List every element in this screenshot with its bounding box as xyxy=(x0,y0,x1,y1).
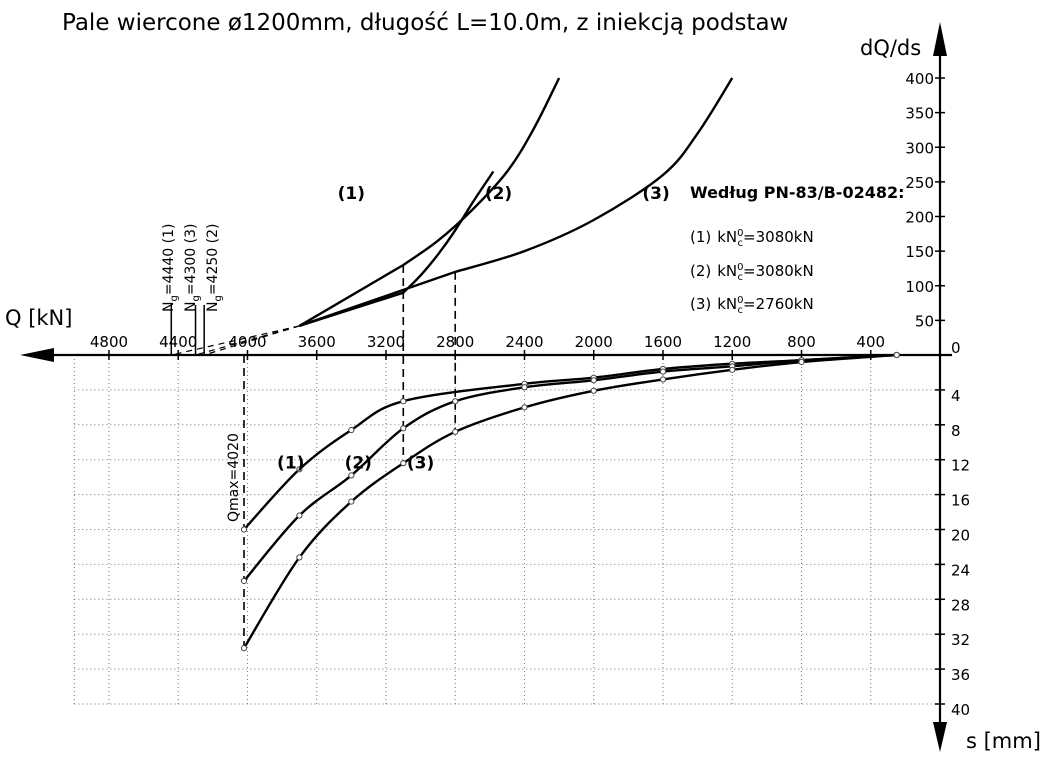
y-top-tick-label: 400 xyxy=(905,70,934,88)
x-tick-label: 1600 xyxy=(644,333,682,351)
x-axis-label: Q [kN] xyxy=(5,306,72,330)
settlement-point xyxy=(590,377,597,384)
standard-item-2: (2) kN0 c=3080kN xyxy=(690,262,814,283)
y-axis-up-arrow-icon xyxy=(933,22,947,56)
y-bottom-axis-label: s [mm] xyxy=(966,729,1041,753)
settlement-point xyxy=(521,404,528,411)
x-axis-arrow-icon xyxy=(20,348,54,362)
standard-item-3: (3) kN0 c=2760kN xyxy=(690,295,814,316)
y-top-tick-label: 50 xyxy=(915,312,934,330)
tick-labels: 4800 4400 4000 3600 3200 2800 2400 2000 1600 1200… xyxy=(90,70,970,719)
ng-label-3: Ng=4300 (3) xyxy=(183,224,202,312)
grid xyxy=(73,355,940,705)
y-bottom-tick-label: 20 xyxy=(951,527,970,545)
qmax-label: Qmax=4020 xyxy=(226,433,242,522)
settlement-point xyxy=(400,460,407,467)
y-bottom-tick-label: 8 xyxy=(951,422,961,440)
settlement-curve-label: (1) xyxy=(277,453,304,473)
data-points xyxy=(240,351,900,652)
settlement-point xyxy=(659,368,667,375)
settlement-point xyxy=(729,366,736,373)
stiffness-curve-3 xyxy=(454,77,734,274)
guide-lines xyxy=(170,264,457,649)
y-top-tick-label: 250 xyxy=(905,174,934,192)
extrapolation-dashed xyxy=(195,325,300,356)
y-bottom-tick-label: 0 xyxy=(951,339,961,357)
standard-legend: Według PN-83/B-02482: (1) kN0 c=3080kN (2)… xyxy=(690,183,905,316)
settlement-point xyxy=(240,645,248,652)
y-bottom-tick-label: 28 xyxy=(951,596,970,614)
x-tick-label: 1200 xyxy=(713,333,751,351)
y-bottom-tick-label: 40 xyxy=(951,701,970,719)
x-tick-label: 2400 xyxy=(505,333,543,351)
y-bottom-tick-label: 16 xyxy=(951,492,970,510)
settlement-point xyxy=(400,398,407,405)
chart-title: Pale wiercone ø1200mm, długość L=10.0m, … xyxy=(62,10,788,36)
y-top-tick-label: 200 xyxy=(905,209,934,227)
y-bottom-tick-label: 12 xyxy=(951,457,970,475)
x-tick-label: 3200 xyxy=(367,333,405,351)
extrapolation-line xyxy=(298,263,404,327)
stiffness-curve-label: (1) xyxy=(338,184,365,204)
x-tick-label: 2000 xyxy=(575,333,613,351)
settlement-point xyxy=(296,512,303,519)
y-top-axis-label: dQ/ds xyxy=(860,36,921,60)
x-tick-label: 4400 xyxy=(159,333,197,351)
settlement-point xyxy=(240,526,248,533)
ng-label-2: Ng=4250 (2) xyxy=(205,224,224,312)
settlement-point xyxy=(400,425,407,432)
settlement-curve-label: (2) xyxy=(345,453,372,473)
x-tick-label: 400 xyxy=(856,333,885,351)
settlement-curve-label: (3) xyxy=(407,453,434,473)
settlement-point xyxy=(452,398,459,405)
y-bottom-tick-label: 24 xyxy=(951,561,970,579)
stiffness-curve-label: (3) xyxy=(642,184,669,204)
curve-labels: (1) (1) (2) (2) (3) (3) xyxy=(277,184,670,473)
axes xyxy=(20,22,952,752)
settlement-curve-2 xyxy=(243,353,897,582)
settlement-point xyxy=(296,466,303,473)
y-bottom-tick-label: 32 xyxy=(951,631,970,649)
standard-item-1: (1) kN0 c=3080kN xyxy=(690,228,814,249)
settlement-point xyxy=(590,387,597,394)
settlement-point xyxy=(240,577,248,585)
curves xyxy=(171,77,897,649)
y-top-tick-label: 150 xyxy=(905,243,934,261)
stiffness-curve-2 xyxy=(402,170,495,294)
x-tick-label: 4000 xyxy=(228,333,266,351)
y-axis-down-arrow-icon xyxy=(933,722,947,752)
stiffness-curve-label: (2) xyxy=(485,184,512,204)
settlement-curve-3 xyxy=(242,353,897,649)
y-bottom-tick-label: 4 xyxy=(951,387,961,405)
y-top-tick-label: 300 xyxy=(905,139,934,157)
standard-heading: Według PN-83/B-02482: xyxy=(690,183,905,202)
settlement-point xyxy=(348,498,355,505)
settlement-point xyxy=(348,426,355,434)
stiffness-curve-1 xyxy=(402,77,561,266)
x-tick-label: 3600 xyxy=(298,333,336,351)
settlement-point xyxy=(659,376,667,383)
settlement-point xyxy=(348,472,355,479)
settlement-point xyxy=(521,384,528,391)
settlement-point xyxy=(296,554,303,561)
x-tick-label: 800 xyxy=(787,333,816,351)
y-top-tick-label: 100 xyxy=(905,278,934,296)
settlement-curve-1 xyxy=(243,353,897,531)
settlement-point xyxy=(798,358,805,366)
settlement-point xyxy=(452,428,459,435)
y-bottom-tick-label: 36 xyxy=(951,666,970,684)
x-tick-label: 4800 xyxy=(90,333,128,351)
settlement-point xyxy=(893,351,900,359)
y-top-tick-label: 350 xyxy=(905,105,934,123)
ng-label-1: Ng=4440 (1) xyxy=(161,224,180,312)
extrapolation-line xyxy=(299,270,456,328)
